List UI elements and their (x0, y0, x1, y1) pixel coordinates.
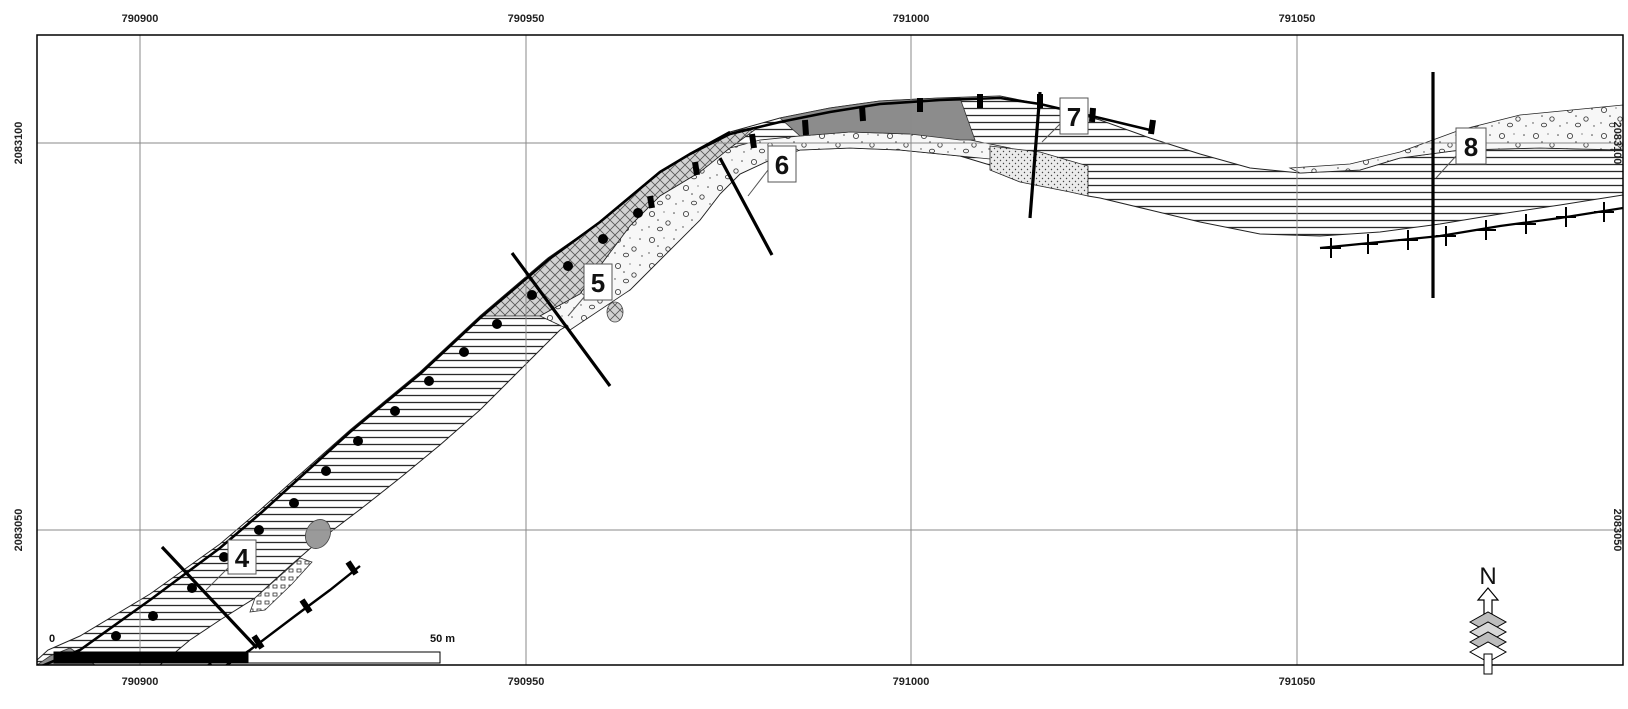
north-arrow-icon: N (1468, 563, 1508, 675)
easting-label: 790900 (122, 676, 159, 688)
profile-line-4 (160, 545, 259, 650)
scale-bar: 0 50 m (49, 633, 455, 664)
scale-start-label: 0 (49, 633, 55, 645)
profile-label-6: 6 (775, 150, 789, 180)
northing-label: 2083050 (1611, 509, 1623, 552)
profile-label-8: 8 (1464, 132, 1478, 162)
profile-label-5: 5 (591, 268, 605, 298)
map-frame (36, 34, 1624, 666)
profile-callout-6: 6 (747, 145, 797, 197)
easting-label: 790950 (508, 13, 545, 25)
northing-label: 2083100 (1611, 122, 1623, 165)
profile-label-4: 4 (235, 543, 250, 573)
profile-lines (160, 72, 1435, 650)
grey-inclusion (305, 519, 331, 549)
easting-label: 790900 (122, 13, 159, 25)
coordinate-grid (37, 35, 1623, 665)
scale-end-label: 50 m (430, 633, 455, 645)
profile-line-5 (510, 252, 612, 387)
profile-callout-7: 7 (1041, 97, 1089, 143)
northing-labels-left: 2083100 2083050 (13, 122, 25, 552)
easting-label: 791000 (893, 676, 930, 688)
northing-label: 2083050 (13, 509, 25, 552)
profile-callout-5: 5 (567, 263, 613, 317)
sand-unit (989, 145, 1089, 197)
boundary-line-crossed (1319, 202, 1623, 258)
profile-label-7: 7 (1067, 102, 1081, 132)
hatched-inclusion (606, 301, 624, 323)
northing-labels-right: 2083100 2083050 (1611, 122, 1623, 552)
profile-line-6 (718, 157, 774, 256)
dark-unit (779, 97, 976, 141)
profile-line-7 (1028, 91, 1042, 219)
profile-callouts: 4 5 6 7 8 (205, 97, 1487, 591)
boundary-line-dotted (40, 130, 731, 665)
profile-callout-8: 8 (1435, 127, 1487, 179)
rubble-unit (249, 557, 313, 613)
profile-callout-4: 4 (205, 539, 257, 591)
easting-labels-bottom: 790900 790950 791000 791050 (122, 676, 1316, 688)
easting-label: 791050 (1279, 13, 1316, 25)
easting-label: 790950 (508, 676, 545, 688)
north-label: N (1479, 563, 1496, 590)
easting-labels-top: 790900 790950 791000 791050 (122, 13, 1316, 25)
northing-label: 2083100 (13, 122, 25, 165)
easting-label: 791050 (1279, 676, 1316, 688)
easting-label: 791000 (893, 13, 930, 25)
